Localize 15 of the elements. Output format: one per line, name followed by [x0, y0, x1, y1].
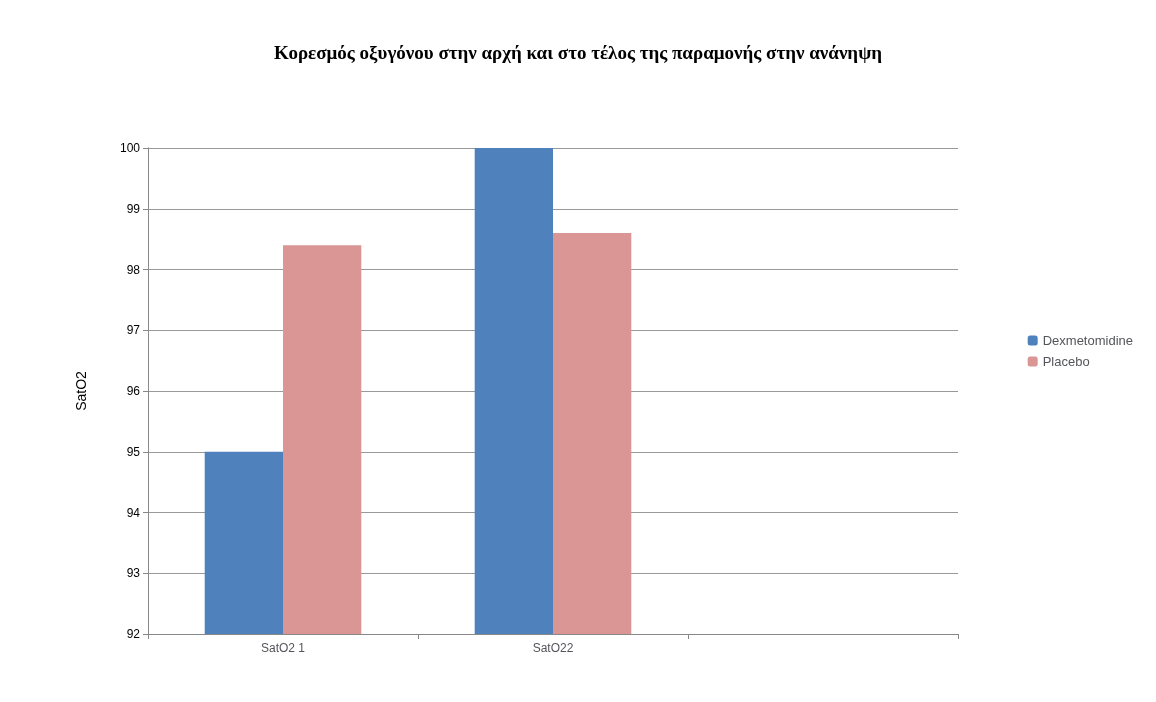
y-tick-label: 99 — [126, 201, 141, 216]
legend-label: Placebo — [1042, 354, 1090, 369]
y-tick-label: 98 — [126, 262, 141, 277]
y-tick-label: 93 — [126, 566, 141, 581]
x-tick-label: SatO22 — [532, 641, 574, 655]
y-tick-label: 97 — [126, 323, 141, 338]
y-tick-label: 96 — [126, 384, 141, 398]
y-tick-label: 92 — [126, 627, 141, 641]
chart-title: Κορεσμός οξυγόνου στην αρχή και στο τέλος της παραμονής στην ανάνηψη — [273, 42, 883, 64]
x-tick-label: SatO2 1 — [260, 641, 306, 655]
legend-label: Dexmetomidine — [1042, 333, 1134, 348]
y-tick-label: 95 — [126, 444, 141, 459]
y-tick-label: 94 — [126, 505, 141, 520]
y-axis-title: SatO2 — [73, 370, 89, 411]
y-tick-label: 100 — [119, 141, 141, 155]
